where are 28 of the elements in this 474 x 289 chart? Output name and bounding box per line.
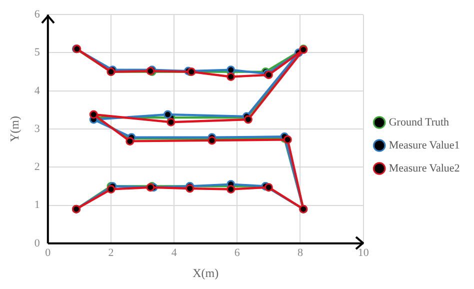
x-tick-label: 8 — [297, 246, 304, 259]
x-tick-label: 4 — [171, 246, 178, 259]
legend-label: Measure Value2 — [388, 162, 460, 174]
legend-label: Measure Value1 — [388, 139, 460, 152]
y-tick-label: 2 — [34, 161, 40, 174]
x-tick-label: 2 — [108, 246, 114, 259]
point — [106, 185, 116, 194]
x-axis-title: X(m) — [192, 266, 219, 280]
point — [186, 184, 194, 193]
point — [166, 118, 176, 126]
point — [126, 136, 134, 146]
y-tick-label: 3 — [34, 122, 40, 135]
y-tick-label: 4 — [34, 84, 40, 97]
y-tick-label: 1 — [34, 199, 40, 212]
y-tick-label: 6 — [34, 8, 40, 20]
y-axis-title: Y(m) — [7, 116, 22, 142]
point — [264, 183, 273, 192]
y-tick-label: 5 — [34, 46, 40, 59]
point — [164, 110, 172, 119]
x-tick-label: 0 — [45, 246, 52, 259]
point — [89, 110, 98, 119]
x-tick-label: 6 — [234, 246, 240, 259]
point — [283, 135, 292, 144]
legend-label: Ground Truth — [388, 116, 450, 128]
y-tick-label: 0 — [34, 237, 40, 250]
x-tick-label: 10 — [358, 246, 370, 259]
point — [226, 72, 236, 82]
point — [226, 185, 236, 194]
